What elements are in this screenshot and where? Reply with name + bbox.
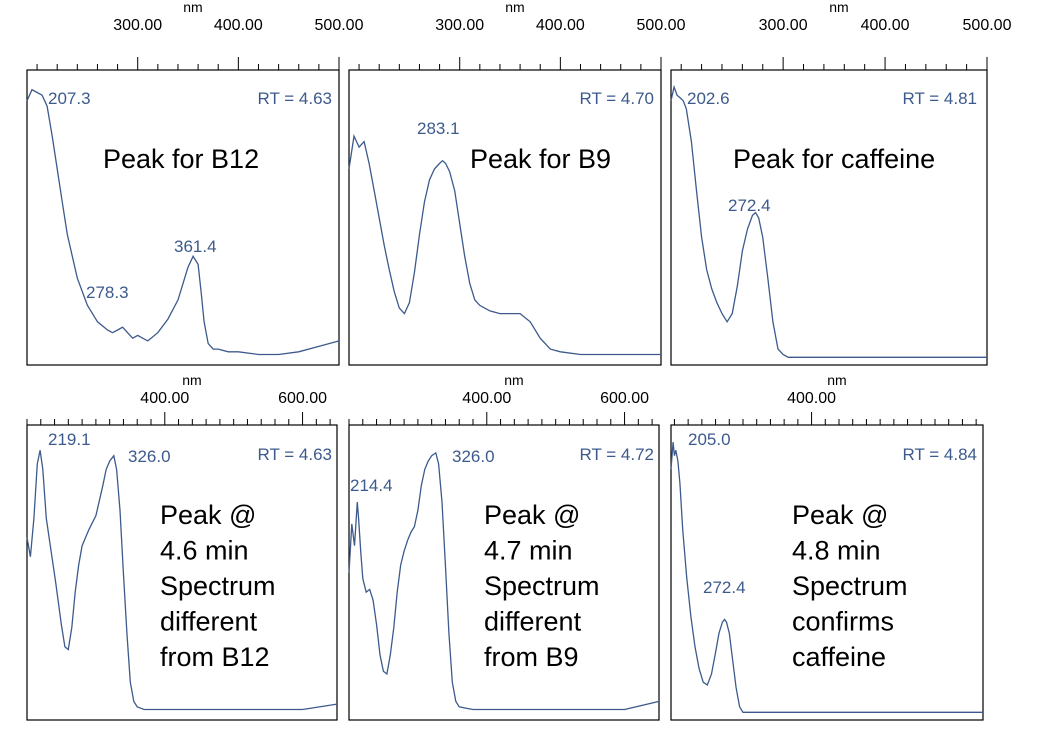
- tick-label: 500.00: [315, 17, 364, 34]
- plot-frame: [26, 424, 338, 721]
- peak-label: 278.3: [86, 283, 129, 302]
- peak-label: 361.4: [174, 237, 217, 256]
- annotation-line: Peak @: [484, 500, 580, 530]
- tick-label: 500.00: [963, 17, 1012, 34]
- peak-label: 214.4: [350, 476, 393, 495]
- tick-label: 400.00: [536, 17, 585, 34]
- peak-label: 205.0: [688, 430, 731, 449]
- panel-bottom-right: 400.00 nm RT = 4.84 205.0 272.4 Peak @ 4.8 min…: [670, 372, 984, 721]
- tick-label: 400.00: [140, 390, 189, 407]
- annotation-line: from B12: [160, 642, 270, 672]
- spectrum-trace: [26, 88, 340, 356]
- annotation-line: 4.6 min: [160, 536, 249, 566]
- axis-unit-label: nm: [829, 0, 848, 15]
- annotation-line: from B9: [484, 642, 579, 672]
- retention-time-label: RT = 4.84: [902, 445, 977, 464]
- axis-unit-label: nm: [504, 372, 523, 388]
- peak-label: 283.1: [417, 119, 460, 138]
- annotation-line: Spectrum: [484, 571, 600, 601]
- peak-label: 326.0: [452, 447, 495, 466]
- peak-label: 207.3: [48, 89, 91, 108]
- retention-time-label: RT = 4.72: [579, 445, 654, 464]
- panel-bottom-middle: 400.00 600.00 nm RT = 4.72 214.4 326.0 Peak @ 4…: [348, 372, 660, 721]
- plot-frame: [26, 69, 340, 366]
- peak-label: 219.1: [48, 430, 91, 449]
- annotation-line: Peak @: [792, 500, 888, 530]
- retention-time-label: RT = 4.81: [902, 89, 977, 108]
- annotation-line: Peak for B12: [103, 144, 259, 174]
- peak-label: 202.6: [687, 89, 730, 108]
- annotation-line: Peak for B9: [470, 144, 611, 174]
- panel-top-left: 300.00 400.00 500.00 nm RT = 4.63 207.3 278.3 3…: [26, 0, 364, 366]
- annotation-line: Peak for caffeine: [733, 144, 935, 174]
- retention-time-label: RT = 4.63: [257, 89, 332, 108]
- annotation-line: caffeine: [792, 642, 886, 672]
- annotation-line: different: [160, 607, 258, 637]
- axis-unit-label: nm: [505, 0, 524, 15]
- panel-bottom-left: 400.00 600.00 nm RT = 4.63 219.1 326.0 Peak @ 4…: [26, 372, 338, 721]
- tick-label: 600.00: [600, 390, 649, 407]
- peak-label: 272.4: [728, 196, 771, 215]
- panel-top-middle: 300.00 400.00 500.00 nm RT = 4.70 283.1 Peak f…: [348, 0, 686, 366]
- spectrum-trace: [26, 450, 338, 711]
- annotation-line: 4.8 min: [792, 536, 881, 566]
- annotation-line: different: [484, 607, 582, 637]
- retention-time-label: RT = 4.70: [579, 89, 654, 108]
- axis-unit-label: nm: [182, 372, 201, 388]
- spectrum-trace: [670, 84, 987, 358]
- annotation-line: Spectrum: [792, 571, 908, 601]
- plot-frame: [670, 424, 984, 721]
- spectrum-trace: [670, 441, 983, 713]
- tick-label: 500.00: [637, 17, 686, 34]
- peak-label: 326.0: [128, 447, 171, 466]
- tick-label: 300.00: [759, 17, 808, 34]
- plot-frame: [670, 69, 988, 366]
- retention-time-label: RT = 4.63: [257, 445, 332, 464]
- annotation-line: confirms: [792, 607, 894, 637]
- spectrum-trace: [348, 133, 661, 356]
- tick-label: 600.00: [278, 390, 327, 407]
- tick-label: 400.00: [861, 17, 910, 34]
- tick-label: 400.00: [787, 390, 836, 407]
- annotation-line: Spectrum: [160, 571, 276, 601]
- panel-top-right: 300.00 400.00 500.00 nm RT = 4.81 202.6 272.4 P…: [670, 0, 1012, 366]
- peak-label: 272.4: [703, 578, 746, 597]
- tick-label: 400.00: [462, 390, 511, 407]
- annotation-line: Peak @: [160, 500, 256, 530]
- spectrum-trace: [348, 451, 660, 711]
- plot-frame: [348, 69, 662, 366]
- annotation-line: 4.7 min: [484, 536, 573, 566]
- tick-label: 300.00: [113, 17, 162, 34]
- axis-unit-label: nm: [827, 372, 846, 388]
- tick-label: 400.00: [214, 17, 263, 34]
- axis-unit-label: nm: [183, 0, 202, 15]
- tick-label: 300.00: [435, 17, 484, 34]
